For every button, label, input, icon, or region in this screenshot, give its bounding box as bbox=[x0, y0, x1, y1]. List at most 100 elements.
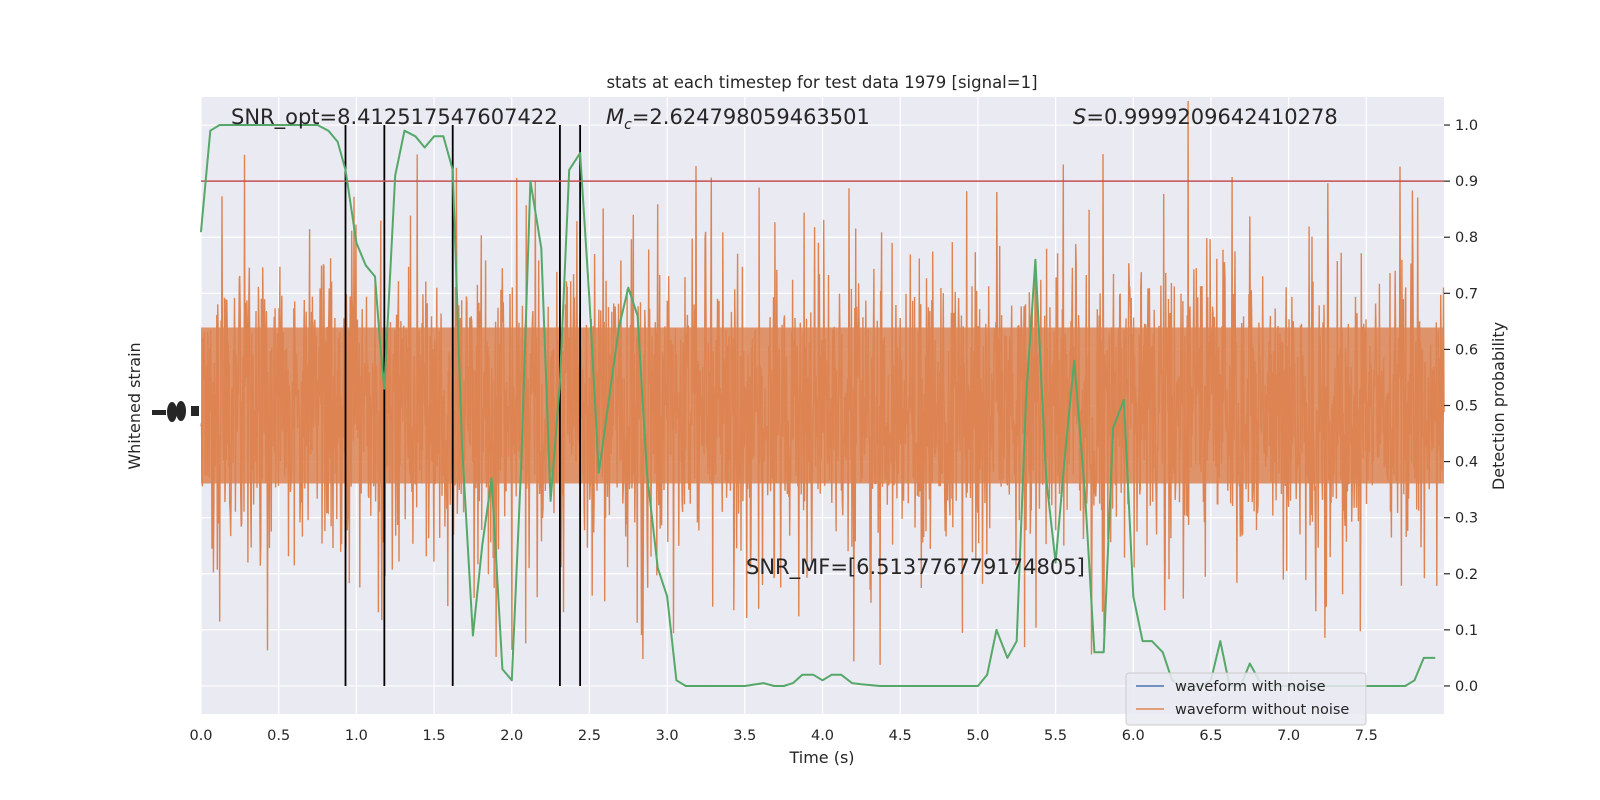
probability-point bbox=[636, 314, 639, 317]
vertical-markers bbox=[344, 125, 582, 686]
y-tick-label: 0.5 bbox=[1455, 399, 1478, 415]
legend-label-without-noise: waveform without noise bbox=[1175, 702, 1349, 718]
x-tick-label: 1.0 bbox=[345, 728, 368, 744]
probability-point bbox=[355, 242, 358, 244]
probability-point bbox=[200, 230, 202, 233]
chirp-mass-symbol: M bbox=[606, 105, 624, 129]
x-axis-ticks: 0.0 0.5 1.0 1.5 2.0 2.5 3.0 3.5 4.0 4.5 5.0 5.5 6.0 6… bbox=[189, 728, 1377, 744]
legend-box bbox=[1125, 672, 1367, 726]
probability-point bbox=[646, 472, 648, 474]
probability-point bbox=[1064, 455, 1066, 457]
probability-point bbox=[336, 141, 339, 143]
probability-point bbox=[293, 124, 296, 126]
probability-point bbox=[327, 129, 330, 132]
x-tick-label: 4.0 bbox=[811, 728, 834, 744]
probability-point bbox=[1248, 662, 1251, 665]
right-y-axis-ticks: 0.0 0.1 0.2 0.3 0.4 0.5 0.6 0.7 0.8 0.9 1.0 bbox=[1444, 118, 1478, 695]
probability-point bbox=[782, 685, 785, 687]
probability-point bbox=[540, 247, 543, 250]
probability-point bbox=[977, 685, 979, 687]
probability-point bbox=[378, 337, 381, 339]
probability-point bbox=[684, 685, 687, 687]
probability-point bbox=[559, 382, 561, 384]
probability-point bbox=[986, 673, 988, 676]
y-tick-label: 0.8 bbox=[1455, 230, 1478, 246]
probability-point bbox=[1102, 651, 1105, 654]
probability-point bbox=[618, 326, 620, 328]
chirp-mass-value: =2.624798059463501 bbox=[632, 105, 870, 129]
y-tick-label: 0.7 bbox=[1455, 286, 1478, 302]
chirp-mass-subscript: c bbox=[624, 117, 632, 133]
snr-opt-annotation: SNR_opt=8.412517547607422 bbox=[231, 105, 558, 130]
y-tick-label: 0.1 bbox=[1455, 623, 1478, 639]
probability-point bbox=[627, 286, 630, 289]
probability-point bbox=[1404, 685, 1406, 687]
overlap-value: =0.9999209642410278 bbox=[1086, 105, 1337, 129]
probability-point bbox=[1151, 640, 1153, 642]
probability-point bbox=[1423, 657, 1425, 659]
probability-point bbox=[675, 679, 678, 682]
probability-point bbox=[374, 275, 376, 278]
overlap-annotation: S=0.9999209642410278 bbox=[1073, 105, 1338, 129]
probability-point bbox=[938, 685, 940, 687]
probability-point bbox=[262, 124, 264, 126]
y-tick-label: 0.4 bbox=[1455, 455, 1478, 471]
overlap-symbol: S bbox=[1073, 105, 1086, 129]
probability-point bbox=[1112, 427, 1114, 429]
x-tick-label: 3.5 bbox=[733, 728, 756, 744]
probability-point bbox=[840, 673, 842, 676]
x-tick-label: 2.0 bbox=[500, 728, 523, 744]
probability-point bbox=[549, 500, 552, 502]
y-tick-label: 0.2 bbox=[1455, 567, 1478, 583]
y-tick-label: 0.6 bbox=[1455, 342, 1478, 358]
probability-point bbox=[442, 135, 445, 138]
probability-point bbox=[403, 129, 406, 132]
x-tick-label: 2.5 bbox=[578, 728, 601, 744]
probability-point bbox=[520, 466, 522, 469]
probability-point bbox=[666, 595, 668, 598]
probability-point bbox=[1384, 685, 1386, 687]
probability-point bbox=[1161, 651, 1164, 654]
probability-point bbox=[481, 544, 484, 547]
probability-point bbox=[792, 682, 794, 684]
probability-point bbox=[1395, 685, 1397, 687]
probability-point bbox=[490, 477, 493, 480]
probability-point bbox=[821, 679, 824, 682]
probability-point bbox=[657, 567, 659, 569]
right-y-axis-label: Detection probability bbox=[1489, 322, 1508, 490]
probability-point bbox=[1219, 640, 1222, 642]
probability-point bbox=[831, 673, 833, 676]
probability-point bbox=[451, 169, 454, 171]
probability-point bbox=[231, 124, 233, 126]
probability-point bbox=[364, 264, 367, 267]
legend: waveform with noise waveform without noi… bbox=[1125, 672, 1367, 726]
x-tick-label: 4.5 bbox=[889, 728, 912, 744]
x-tick-label: 0.0 bbox=[189, 728, 212, 744]
chirp-mass-annotation: Mc=2.624798059463501 bbox=[606, 105, 870, 133]
probability-point bbox=[995, 629, 998, 631]
probability-point bbox=[597, 472, 600, 474]
probability-point bbox=[472, 634, 474, 637]
probability-point bbox=[744, 685, 746, 687]
probability-point bbox=[308, 124, 311, 126]
probability-point bbox=[383, 387, 386, 390]
left-axis-tick-cluster bbox=[152, 401, 199, 422]
probability-point bbox=[510, 679, 513, 682]
probability-point bbox=[568, 169, 571, 171]
probability-point bbox=[762, 682, 765, 684]
probability-point bbox=[414, 135, 417, 138]
y-tick-label: 0.3 bbox=[1455, 511, 1478, 527]
probability-point bbox=[588, 298, 591, 300]
probability-point bbox=[461, 443, 463, 446]
strain-dense-band bbox=[201, 327, 1444, 484]
probability-point bbox=[1054, 561, 1057, 564]
snr-mf-annotation: SNR_MF=[6.513776779174805] bbox=[746, 555, 1085, 580]
probability-point bbox=[316, 124, 319, 126]
probability-point bbox=[918, 685, 920, 687]
probability-point bbox=[899, 685, 901, 687]
probability-point bbox=[1433, 657, 1436, 659]
probability-point bbox=[1084, 494, 1086, 497]
y-tick-label: 1.0 bbox=[1455, 118, 1478, 134]
probability-point bbox=[344, 169, 347, 171]
